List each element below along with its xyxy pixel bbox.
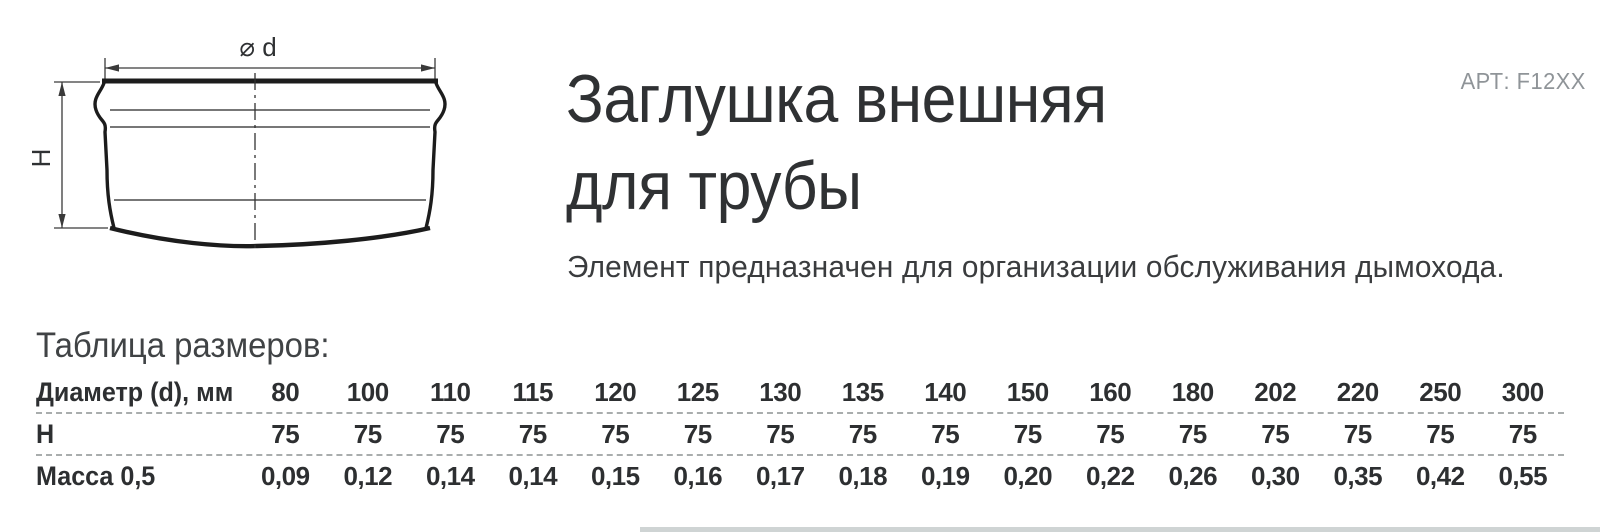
row-cells-height: 75 75 75 75 75 75 75 75 75 75 75 75 75 75 75 75	[244, 414, 1564, 454]
table-cell: 0,22	[1085, 460, 1135, 491]
table-cell: 130	[759, 376, 802, 407]
table-cell: 0,20	[1003, 460, 1053, 491]
table-cell: 0,16	[673, 460, 723, 491]
table-cell: 110	[430, 376, 471, 407]
title-line-1: Заглушка внешняя	[566, 61, 1107, 137]
table-cell: 300	[1501, 376, 1544, 407]
diameter-dimension-arrows	[105, 64, 435, 72]
cap-schematic-image: ⌀ d Н	[30, 32, 447, 250]
height-dimension-arrows	[58, 82, 66, 228]
row-label-height: Н	[36, 418, 55, 449]
row-cells-diameter: 80 100 110 115 120 125 130 135 140 150 160 180 202 22…	[244, 372, 1564, 412]
table-cell: 120	[594, 376, 637, 407]
table-cell: 160	[1089, 376, 1132, 407]
article-number: АРТ: F12XX	[1460, 68, 1586, 94]
dashed-separator	[36, 412, 1564, 414]
table-cell: 0,14	[425, 460, 475, 491]
table-row-height: Н 75 75 75 75 75 75 75 75 75 75 75 75 75 75 75 75	[36, 414, 1564, 454]
table-cell: 135	[841, 376, 884, 407]
table-cell: 75	[518, 418, 547, 449]
size-table-heading: Таблица размеров:	[36, 326, 330, 365]
table-cell: 0,26	[1168, 460, 1218, 491]
row-label-mass: Масса 0,5	[36, 460, 156, 491]
table-row-mass: Масса 0,5 0,09 0,12 0,14 0,14 0,15 0,16 0,17 0,…	[36, 456, 1564, 496]
height-dimension-lines	[54, 81, 108, 229]
table-cell: 75	[353, 418, 382, 449]
table-cell: 140	[924, 376, 967, 407]
table-cell: 75	[1096, 418, 1125, 449]
table-cell: 250	[1419, 376, 1462, 407]
table-cell: 125	[676, 376, 719, 407]
table-row-diameter: Диаметр (d), мм 80 100 110 115 120 125 130 135 1…	[36, 372, 1564, 412]
table-cell: 75	[1508, 418, 1537, 449]
table-cell: 0,12	[343, 460, 393, 491]
cap-outline	[93, 78, 447, 249]
dashed-separator	[36, 454, 1564, 456]
row-cells-mass: 0,09 0,12 0,14 0,14 0,15 0,16 0,17 0,18 0,19 0,20…	[244, 456, 1564, 496]
table-cell: 0,09	[260, 460, 310, 491]
diameter-dimension-label: ⌀ d	[239, 32, 276, 62]
table-cell: 80	[271, 376, 300, 407]
row-label-diameter: Диаметр (d), мм	[36, 376, 234, 407]
table-cell: 0,30	[1250, 460, 1300, 491]
table-cell: 0,55	[1498, 460, 1548, 491]
table-cell: 75	[766, 418, 795, 449]
table-cell: 75	[848, 418, 877, 449]
table-cell: 75	[436, 418, 465, 449]
table-cell: 0,15	[590, 460, 640, 491]
height-dimension-label: Н	[30, 149, 56, 168]
table-cell: 75	[683, 418, 712, 449]
table-cell: 100	[346, 376, 389, 407]
technical-drawing: ⌀ d Н	[30, 18, 500, 270]
footer-strip	[640, 527, 1600, 532]
table-cell: 0,17	[755, 460, 805, 491]
table-cell: 75	[1013, 418, 1042, 449]
table-cell: 75	[601, 418, 630, 449]
table-cell: 75	[1178, 418, 1207, 449]
table-cell: 75	[1426, 418, 1455, 449]
table-cell: 150	[1006, 376, 1049, 407]
title-line-2: для трубы	[566, 148, 862, 224]
table-cell: 0,14	[508, 460, 558, 491]
table-cell: 0,18	[838, 460, 888, 491]
table-cell: 0,42	[1415, 460, 1465, 491]
table-cell: 75	[1343, 418, 1372, 449]
table-cell: 220	[1336, 376, 1379, 407]
table-cell: 115	[512, 376, 554, 407]
cap-bead-lines	[110, 109, 430, 201]
diameter-dimension-lines	[104, 58, 436, 80]
table-cell: 0,35	[1333, 460, 1383, 491]
table-cell: 75	[1261, 418, 1290, 449]
table-cell: 180	[1171, 376, 1214, 407]
page-title: Заглушка внешняя для трубы	[566, 56, 1107, 230]
table-cell: 0,19	[920, 460, 970, 491]
table-cell: 75	[271, 418, 300, 449]
size-table: Диаметр (d), мм 80 100 110 115 120 125 130 135 1…	[36, 372, 1564, 496]
table-cell: 202	[1254, 376, 1297, 407]
table-cell: 75	[931, 418, 960, 449]
product-description: Элемент предназначен для организации обс…	[567, 249, 1505, 284]
